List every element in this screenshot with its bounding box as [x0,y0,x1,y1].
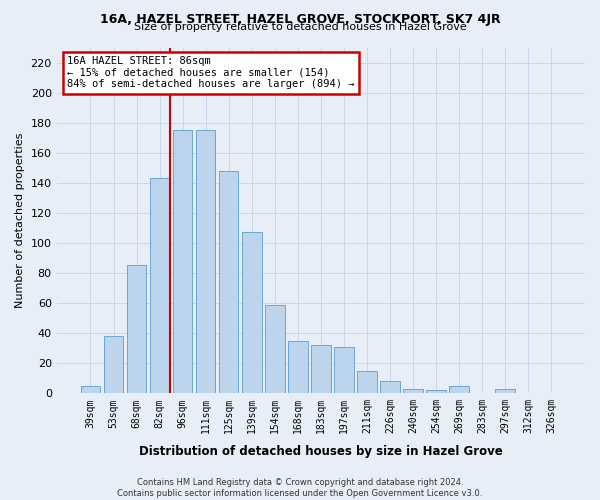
Bar [242,232,262,394]
Text: 16A HAZEL STREET: 86sqm
← 15% of detached houses are smaller (154)
84% of semi-d: 16A HAZEL STREET: 86sqm ← 15% of detache… [67,56,355,90]
Bar [127,266,146,394]
Bar [426,390,446,394]
Text: Size of property relative to detached houses in Hazel Grove: Size of property relative to detached ho… [134,22,466,32]
Bar [496,389,515,394]
Y-axis label: Number of detached properties: Number of detached properties [15,132,25,308]
Bar [357,370,377,394]
Text: 16A, HAZEL STREET, HAZEL GROVE, STOCKPORT, SK7 4JR: 16A, HAZEL STREET, HAZEL GROVE, STOCKPOR… [100,12,500,26]
Text: Contains HM Land Registry data © Crown copyright and database right 2024.
Contai: Contains HM Land Registry data © Crown c… [118,478,482,498]
Bar [196,130,215,394]
Bar [449,386,469,394]
Bar [150,178,169,394]
X-axis label: Distribution of detached houses by size in Hazel Grove: Distribution of detached houses by size … [139,444,503,458]
Bar [288,340,308,394]
Bar [80,386,100,394]
Bar [265,304,284,394]
Bar [104,336,123,394]
Bar [219,171,238,394]
Bar [334,346,353,394]
Bar [173,130,193,394]
Bar [403,389,423,394]
Bar [311,345,331,394]
Bar [380,382,400,394]
